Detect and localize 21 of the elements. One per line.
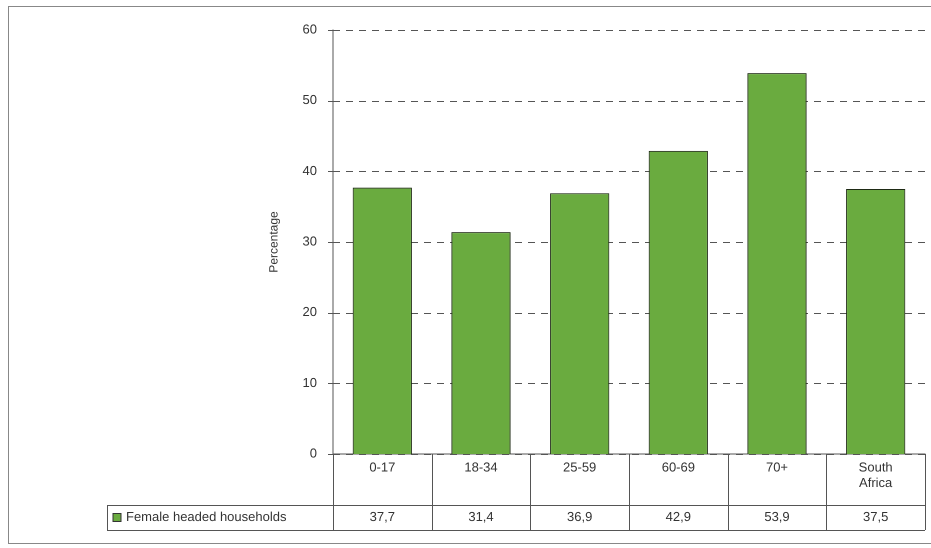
- y-tick-label: 0: [310, 446, 317, 461]
- y-tick-label: 60: [302, 22, 317, 37]
- data-label: 53,9: [764, 509, 790, 524]
- data-label: 36,9: [567, 509, 592, 524]
- data-label: 42,9: [666, 509, 691, 524]
- y-tick-label: 30: [302, 234, 317, 249]
- data-label: 37,5: [863, 509, 888, 524]
- x-tick-label: 60-69: [662, 459, 695, 474]
- y-axis-title: Percentage: [266, 210, 281, 273]
- x-tick-label: 70+: [766, 459, 788, 474]
- legend-label: Female headed households: [126, 509, 287, 524]
- x-tick-label: South Africa: [858, 459, 894, 490]
- data-label: 31,4: [468, 509, 494, 524]
- y-tick-label: 40: [302, 162, 317, 178]
- x-tick-label: 25-59: [563, 459, 596, 474]
- x-tick-label: 18-34: [464, 459, 498, 474]
- x-tick-label: 0-17: [369, 459, 396, 474]
- y-tick-label: 10: [302, 374, 317, 390]
- data-label: 37,7: [370, 509, 395, 524]
- y-tick-label: 50: [302, 92, 317, 108]
- y-tick-label: 20: [302, 304, 317, 320]
